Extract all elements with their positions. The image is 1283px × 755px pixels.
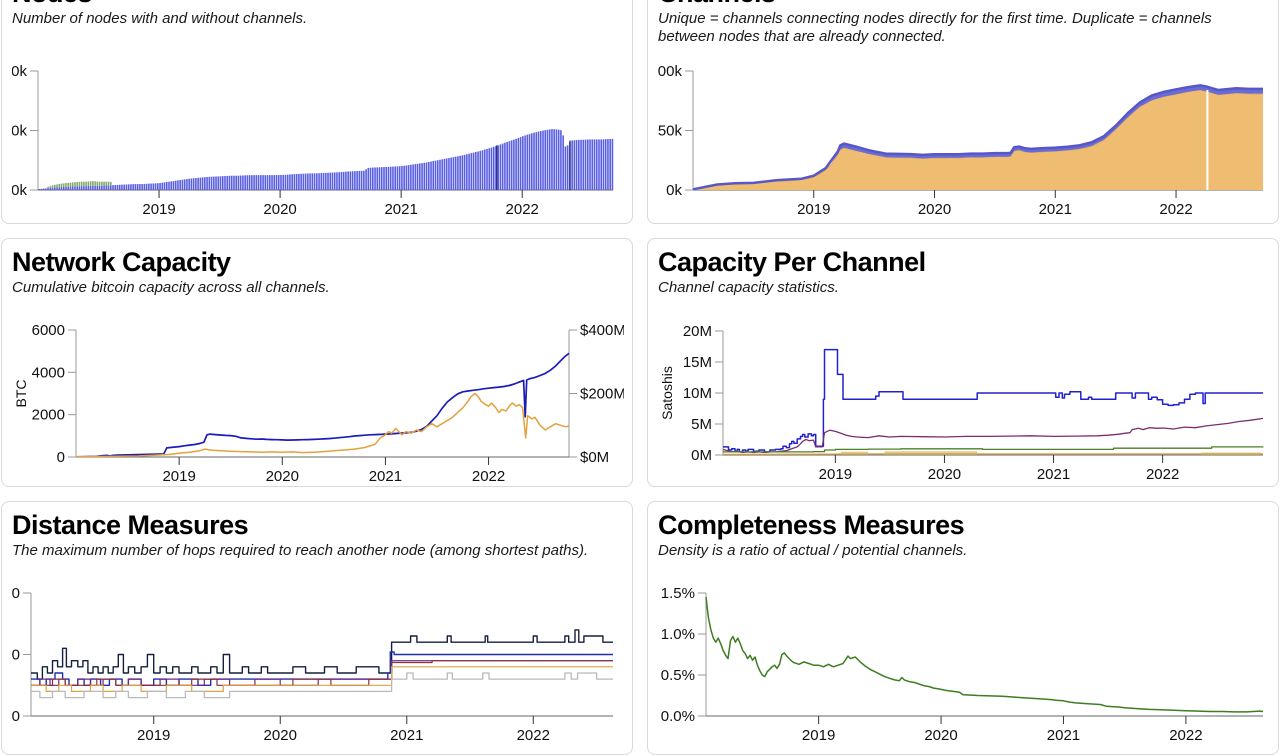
svg-text:$400M: $400M [580, 322, 624, 339]
svg-text:20M: 20M [683, 323, 712, 340]
card-distance-measures: Distance Measures The maximum number of … [1, 501, 633, 755]
card-capacity-per-channel: Capacity Per Channel Channel capacity st… [647, 238, 1279, 487]
svg-text:2022: 2022 [1169, 727, 1202, 744]
svg-text:1.5%: 1.5% [661, 585, 695, 602]
svg-text:2021: 2021 [369, 468, 402, 485]
svg-text:4000: 4000 [32, 364, 65, 381]
channels-chart: 0k 50k 100k 2019 2020 2021 2022 [658, 63, 1264, 218]
card-capacity-per-channel-subtitle: Channel capacity statistics. [658, 279, 839, 296]
svg-text:2000: 2000 [32, 407, 65, 424]
svg-text:10M: 10M [683, 385, 712, 402]
card-channels-subtitle: Unique = channels connecting nodes direc… [658, 10, 1212, 45]
network-capacity-chart: 0 2000 4000 6000 $0M $200M $400M 2019 2020 2021 20… [13, 322, 624, 485]
svg-text:0.0%: 0.0% [661, 708, 695, 725]
svg-text:0: 0 [57, 449, 65, 466]
svg-text:2019: 2019 [162, 468, 195, 485]
svg-text:2021: 2021 [1039, 201, 1072, 218]
svg-text:6000: 6000 [32, 322, 65, 339]
svg-text:Satoshis: Satoshis [659, 366, 675, 420]
card-network-capacity-subtitle: Cumulative bitcoin capacity across all c… [12, 279, 330, 296]
svg-text:5M: 5M [691, 416, 712, 433]
svg-text:2022: 2022 [472, 468, 505, 485]
card-channels-title: Channels [658, 0, 1268, 8]
svg-text:0k: 0k [666, 182, 682, 199]
svg-text:2020: 2020 [266, 468, 299, 485]
svg-text:0: 0 [12, 708, 20, 725]
card-nodes: Nodes Number of nodes with and without c… [1, 0, 633, 224]
card-distance-measures-subtitle: The maximum number of hops required to r… [12, 542, 589, 559]
svg-text:10: 10 [12, 647, 20, 664]
svg-text:0M: 0M [691, 447, 712, 464]
svg-text:2019: 2019 [819, 466, 852, 483]
svg-text:0k: 0k [12, 182, 27, 199]
svg-text:20k: 20k [12, 123, 27, 140]
completeness-measures-chart: 0.0% 0.5% 1.0% 1.5% 2019 2020 2021 2022 [661, 585, 1264, 744]
svg-text:100k: 100k [658, 63, 682, 80]
card-nodes-subtitle: Number of nodes with and without channel… [12, 10, 308, 27]
svg-text:2019: 2019 [797, 201, 830, 218]
card-capacity-per-channel-title: Capacity Per Channel [658, 247, 926, 277]
svg-text:40k: 40k [12, 63, 27, 80]
card-completeness-measures-subtitle: Density is a ratio of actual / potential… [658, 542, 968, 559]
svg-text:2022: 2022 [517, 727, 550, 744]
distance-measures-chart: 0 10 20 2019 2020 2021 2022 [12, 585, 613, 744]
card-channels: Channels Unique = channels connecting no… [647, 0, 1279, 224]
card-completeness-measures: Completeness Measures Density is a ratio… [647, 501, 1279, 755]
svg-text:$0M: $0M [580, 449, 609, 466]
nodes-chart: 0k 20k 40k 2019 2020 2021 2022 [12, 63, 614, 218]
svg-text:0.5%: 0.5% [661, 667, 695, 684]
svg-text:20: 20 [12, 585, 20, 602]
svg-text:2020: 2020 [263, 201, 296, 218]
svg-text:$200M: $200M [580, 386, 624, 403]
card-network-capacity-title: Network Capacity [12, 247, 231, 277]
svg-text:2021: 2021 [384, 201, 417, 218]
svg-text:2020: 2020 [264, 727, 297, 744]
svg-text:2019: 2019 [142, 201, 175, 218]
card-completeness-measures-title: Completeness Measures [658, 510, 965, 540]
capacity-per-channel-chart: 0M 5M 10M 15M 20M 2019 2020 2021 2022 Satoshis [659, 323, 1264, 483]
card-nodes-title: Nodes [12, 0, 622, 8]
svg-text:2019: 2019 [137, 727, 170, 744]
svg-text:2022: 2022 [1159, 201, 1192, 218]
svg-text:BTC: BTC [13, 380, 29, 408]
svg-text:2019: 2019 [802, 727, 835, 744]
svg-text:1.0%: 1.0% [661, 626, 695, 643]
svg-text:2020: 2020 [924, 727, 957, 744]
svg-text:2020: 2020 [928, 466, 961, 483]
card-distance-measures-title: Distance Measures [12, 510, 249, 540]
svg-text:2022: 2022 [1146, 466, 1179, 483]
svg-text:2021: 2021 [390, 727, 423, 744]
card-network-capacity: Network Capacity Cumulative bitcoin capa… [1, 238, 633, 487]
svg-text:2021: 2021 [1037, 466, 1070, 483]
svg-text:2022: 2022 [506, 201, 539, 218]
svg-text:15M: 15M [683, 354, 712, 371]
svg-text:2021: 2021 [1047, 727, 1080, 744]
svg-text:50k: 50k [658, 123, 682, 140]
svg-text:2020: 2020 [918, 201, 951, 218]
